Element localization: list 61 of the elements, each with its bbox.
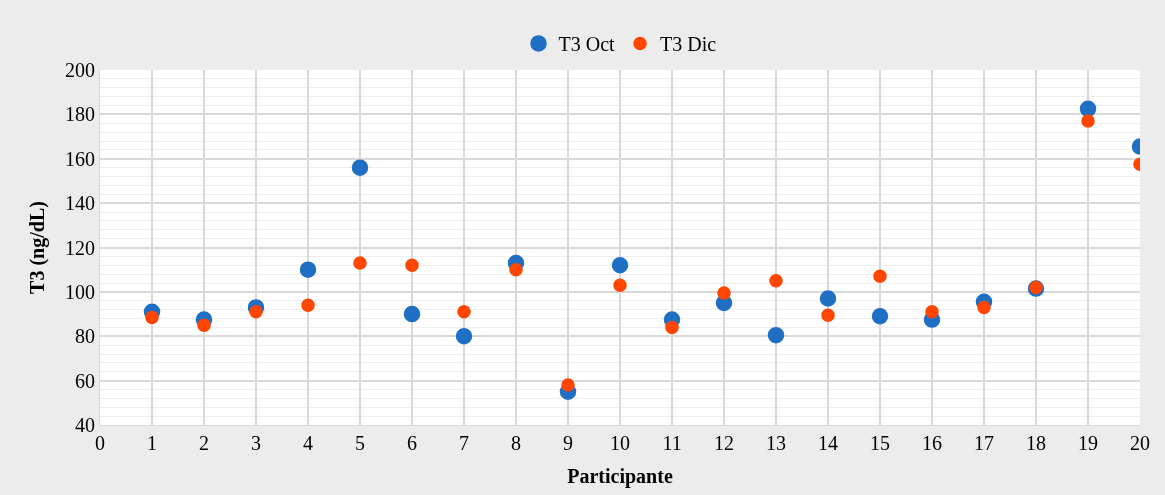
point (717, 286, 731, 300)
y-axis-title: T3 (ng/dL) (25, 201, 49, 294)
x-tick-label: 4 (303, 432, 313, 454)
point (819, 290, 837, 307)
x-tick-label: 19 (1078, 432, 1098, 454)
x-tick-label: 0 (95, 432, 105, 454)
y-tick-label: 180 (65, 103, 95, 126)
point (821, 308, 835, 322)
point (767, 326, 785, 344)
legend-label: T3 Dic (660, 33, 717, 56)
x-tick-label: 1 (147, 432, 157, 454)
x-tick-label: 17 (974, 432, 994, 454)
point (871, 308, 889, 325)
point (457, 305, 471, 319)
x-tick-label: 15 (870, 432, 890, 454)
x-tick-label: 13 (766, 432, 786, 454)
point (405, 258, 419, 272)
point (299, 261, 317, 278)
x-tick-label: 2 (199, 432, 209, 454)
point (1081, 114, 1095, 128)
x-tick-label: 14 (818, 432, 838, 454)
point (249, 305, 263, 319)
legend-label: T3 Oct (558, 33, 616, 56)
y-tick-label: 80 (75, 325, 95, 348)
point (1079, 100, 1097, 118)
y-tick-label: 100 (65, 280, 95, 303)
point (353, 256, 367, 270)
x-tick-label: 8 (511, 432, 521, 454)
point (351, 159, 369, 176)
x-tick-label: 6 (407, 432, 417, 454)
point (977, 300, 991, 315)
x-axis-title: Participante (567, 464, 673, 488)
x-tick-label: 10 (610, 432, 630, 454)
x-tick-label: 18 (1026, 432, 1046, 454)
x-tick-label: 3 (251, 432, 261, 454)
point (145, 310, 159, 325)
point (665, 320, 679, 335)
x-tick-label: 11 (662, 432, 682, 454)
point (455, 328, 473, 345)
y-tick-label: 160 (65, 147, 95, 170)
y-tick-label: 120 (65, 236, 95, 259)
point (613, 278, 627, 292)
y-tick-label: 40 (75, 414, 95, 436)
x-tick-label: 12 (714, 432, 734, 454)
point (301, 298, 315, 312)
point (509, 262, 523, 277)
point (611, 257, 629, 274)
x-tick-label: 16 (922, 432, 942, 454)
y-tick-label: 140 (65, 192, 95, 215)
point (769, 274, 783, 288)
x-tick-label: 7 (459, 432, 469, 454)
x-tick-label: 20 (1130, 432, 1150, 454)
x-tick-label: 9 (563, 432, 573, 454)
point (873, 269, 887, 284)
x-tick-label: 5 (355, 432, 365, 454)
y-tick-label: 60 (75, 369, 95, 392)
y-tick-label: 200 (65, 59, 95, 81)
point (561, 378, 575, 392)
point (197, 318, 211, 332)
point (925, 305, 939, 319)
point (403, 305, 421, 323)
